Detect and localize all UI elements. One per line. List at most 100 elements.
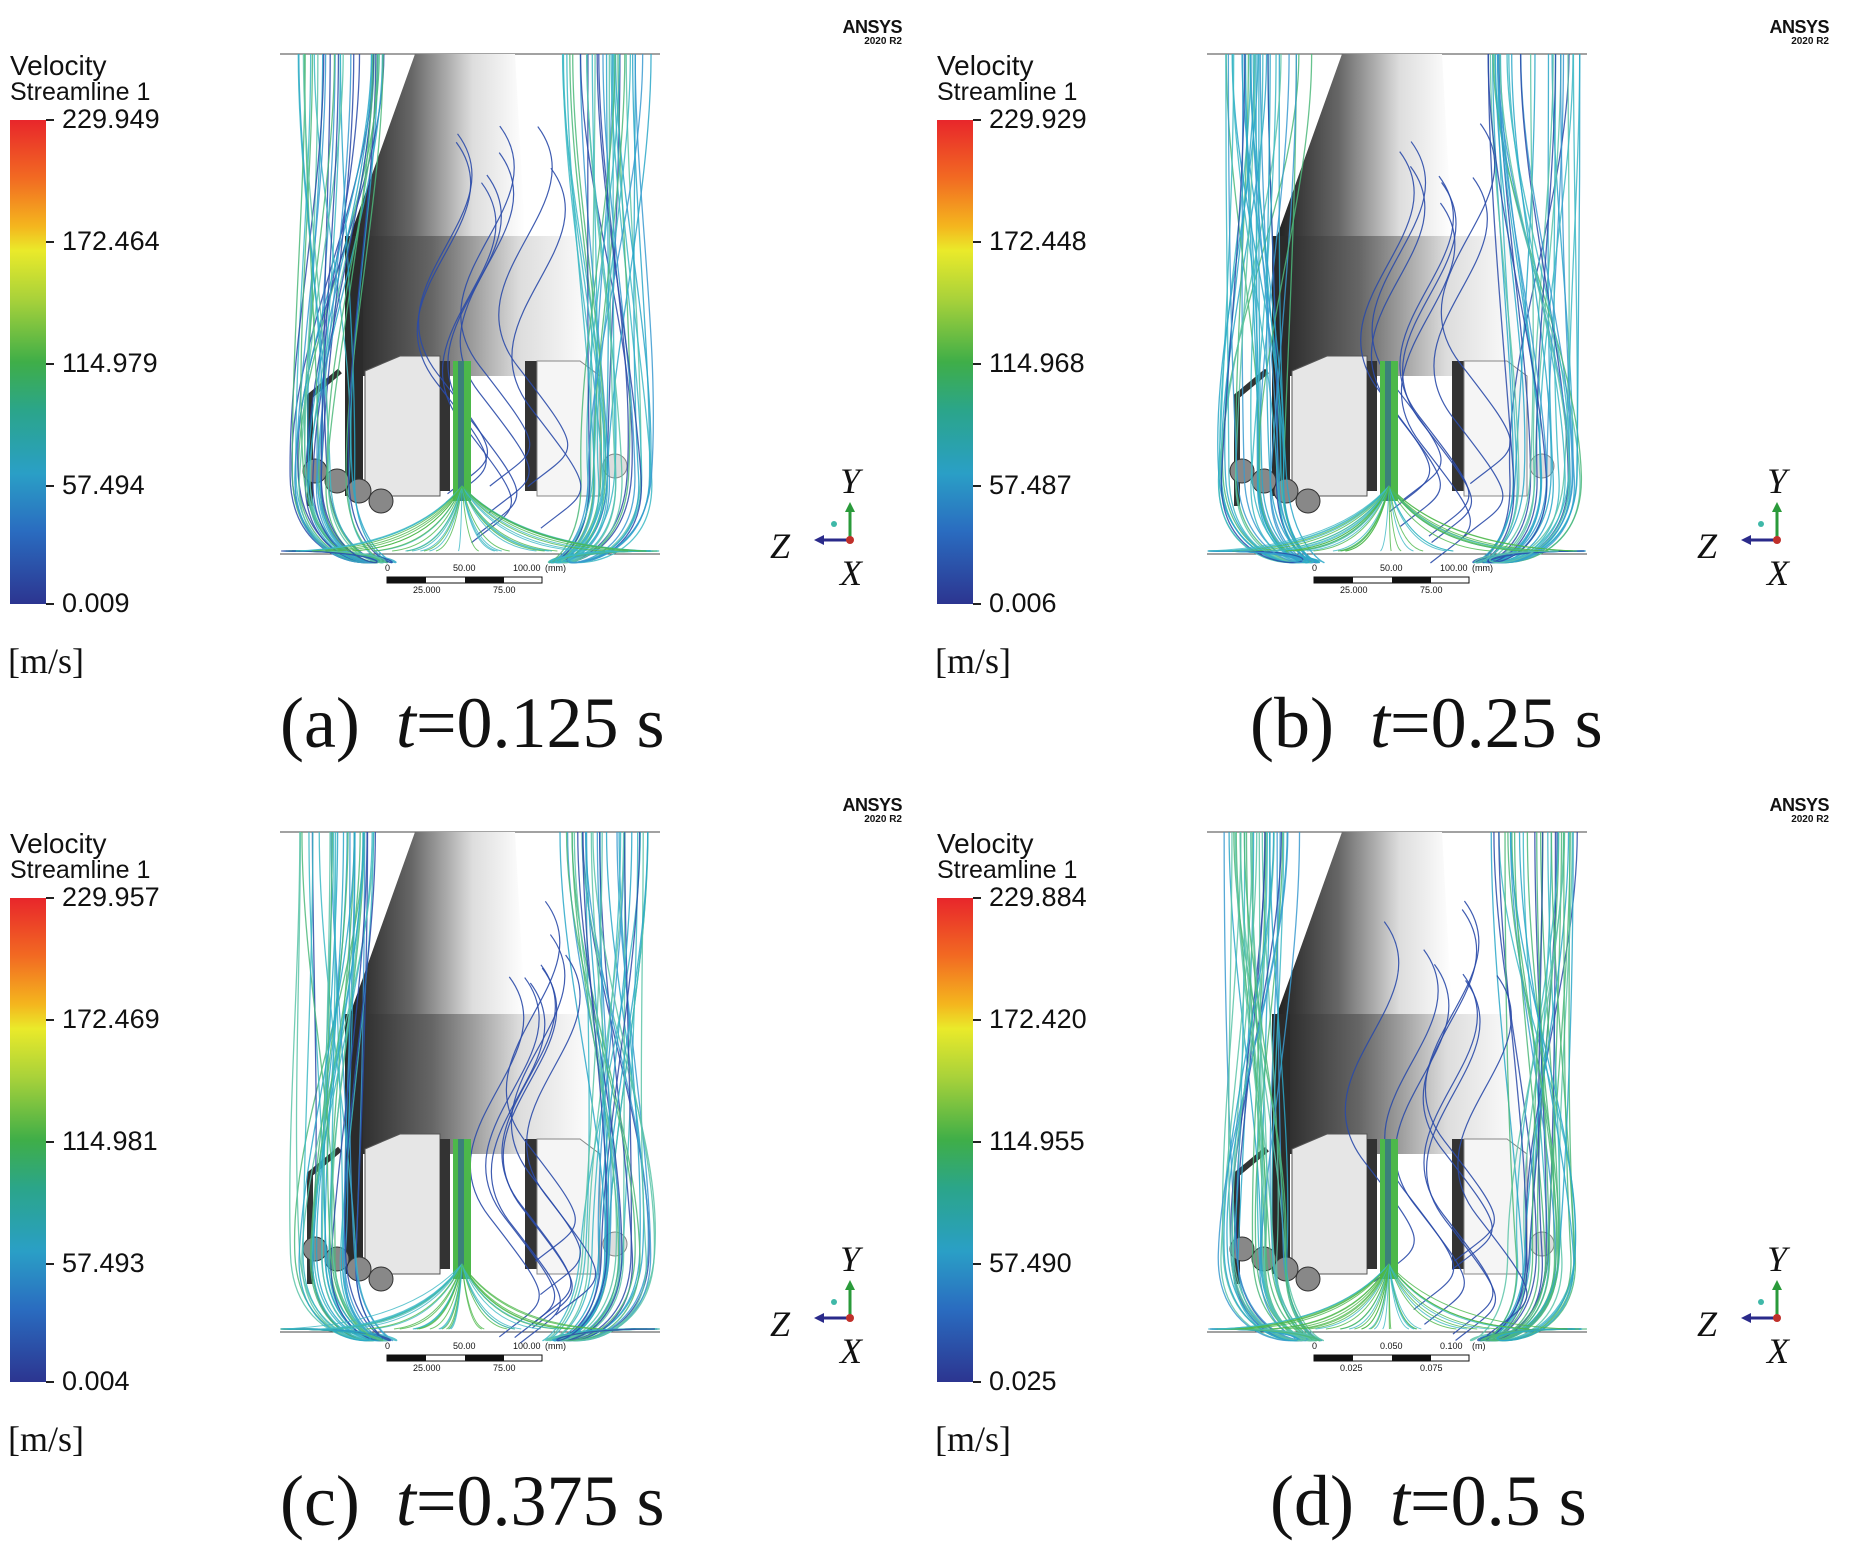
ansys-brand: ANSYS bbox=[1769, 795, 1829, 815]
axis-label-y: Y bbox=[1767, 461, 1788, 501]
legend-title: Velocity bbox=[10, 50, 107, 81]
velocity-colorbar bbox=[937, 898, 973, 1382]
scale-label: 50.00 bbox=[453, 563, 476, 573]
streamline-scene bbox=[270, 46, 670, 591]
caption-value: =0.25 s bbox=[1389, 683, 1603, 763]
colorbar-tick-label: 57.494 bbox=[62, 470, 145, 500]
ansys-logo: ANSYS 2020 R2 bbox=[1727, 18, 1829, 47]
figure-panel: Velocity Streamline 1 229.929 172.448 114.96… bbox=[927, 0, 1854, 778]
scale-label: 100.00 bbox=[1440, 563, 1468, 573]
colorbar-tick bbox=[973, 897, 981, 899]
caption-letter: (a) bbox=[280, 683, 360, 763]
colorbar-tick bbox=[973, 485, 981, 487]
colorbar-tick bbox=[46, 1141, 54, 1143]
scale-label: 0.025 bbox=[1340, 1363, 1363, 1373]
ansys-version: 2020 R2 bbox=[864, 814, 902, 825]
colorbar-tick bbox=[46, 363, 54, 365]
scale-label: 0.075 bbox=[1420, 1363, 1443, 1373]
colorbar-tick-label: 114.981 bbox=[62, 1126, 158, 1156]
scale-label: 0.050 bbox=[1380, 1341, 1403, 1351]
figure-panel: Velocity Streamline 1 229.957 172.469 114.98… bbox=[0, 778, 927, 1556]
scale-label: 0.100 bbox=[1440, 1341, 1463, 1351]
colorbar-tick-label: 114.979 bbox=[62, 348, 158, 378]
scale-label: 0 bbox=[385, 1341, 391, 1351]
panel-caption: (d) t=0.5 s bbox=[1270, 1460, 1587, 1543]
axis-label-x: X bbox=[1767, 553, 1789, 593]
velocity-colorbar bbox=[10, 898, 46, 1382]
colorbar-tick-label: 229.957 bbox=[62, 882, 160, 912]
streamline-scene bbox=[1197, 46, 1597, 591]
colorbar-tick-label: 172.464 bbox=[62, 226, 160, 256]
colorbar-tick-label: 172.420 bbox=[989, 1004, 1087, 1034]
colorbar-tick-label: 0.006 bbox=[989, 588, 1057, 618]
colorbar-tick-label: 0.004 bbox=[62, 1366, 130, 1396]
colorbar-tick-label: 172.469 bbox=[62, 1004, 160, 1034]
colorbar-tick-label: 229.949 bbox=[62, 104, 160, 134]
axis-label-x: X bbox=[840, 1331, 862, 1371]
legend-title: Velocity bbox=[10, 828, 107, 859]
caption-letter: (c) bbox=[280, 1461, 360, 1541]
scale-label: 75.00 bbox=[1420, 585, 1443, 595]
colorbar-tick bbox=[46, 485, 54, 487]
caption-value: =0.125 s bbox=[415, 683, 665, 763]
colorbar-tick bbox=[46, 1019, 54, 1021]
axis-label-y: Y bbox=[840, 461, 861, 501]
caption-variable: t bbox=[1389, 1461, 1410, 1541]
colorbar-tick-label: 114.968 bbox=[989, 348, 1085, 378]
legend-subtitle: Streamline 1 bbox=[10, 78, 151, 106]
scale-unit: (mm) bbox=[1472, 563, 1493, 573]
colorbar-tick bbox=[973, 363, 981, 365]
colorbar-tick-label: 229.884 bbox=[989, 882, 1087, 912]
ansys-logo: ANSYS 2020 R2 bbox=[800, 18, 902, 47]
velocity-colorbar bbox=[10, 120, 46, 604]
figure-panel: Velocity Streamline 1 229.884 172.420 114.95… bbox=[927, 778, 1854, 1556]
panel-caption: (b) t=0.25 s bbox=[1250, 682, 1603, 765]
axis-triad-icon bbox=[1737, 500, 1797, 565]
legend-unit: [m/s] bbox=[8, 1419, 84, 1459]
scale-label: 25.000 bbox=[413, 1363, 441, 1373]
ansys-logo: ANSYS 2020 R2 bbox=[1727, 796, 1829, 825]
ansys-brand: ANSYS bbox=[1769, 17, 1829, 37]
scale-bar: 0 50.00 100.00 (mm) 25.000 75.00 bbox=[1312, 563, 1493, 604]
colorbar-tick bbox=[46, 1381, 54, 1383]
colorbar-tick bbox=[46, 1263, 54, 1265]
caption-variable: t bbox=[395, 1461, 416, 1541]
panel-caption: (c) t=0.375 s bbox=[280, 1460, 665, 1543]
axis-triad-icon bbox=[810, 1278, 870, 1343]
colorbar-tick-label: 172.448 bbox=[989, 226, 1087, 256]
colorbar-tick bbox=[46, 897, 54, 899]
scale-bar: 0 0.050 0.100 (m) 0.025 0.075 bbox=[1312, 1341, 1486, 1382]
scale-label: 75.00 bbox=[493, 585, 516, 595]
colorbar-tick-label: 0.025 bbox=[989, 1366, 1057, 1396]
caption-letter: (d) bbox=[1270, 1461, 1354, 1541]
axis-triad-icon bbox=[810, 500, 870, 565]
colorbar-tick bbox=[973, 1141, 981, 1143]
scale-label: 75.00 bbox=[493, 1363, 516, 1373]
colorbar-tick-label: 114.955 bbox=[989, 1126, 1085, 1156]
caption-value: =0.375 s bbox=[415, 1461, 665, 1541]
scale-label: 50.00 bbox=[1380, 563, 1403, 573]
legend-unit: [m/s] bbox=[8, 641, 84, 681]
colorbar-tick-label: 57.487 bbox=[989, 470, 1072, 500]
ansys-brand: ANSYS bbox=[842, 17, 902, 37]
legend-unit: [m/s] bbox=[935, 641, 1011, 681]
colorbar-tick bbox=[973, 119, 981, 121]
axis-label-x: X bbox=[1767, 1331, 1789, 1371]
scale-unit: (m) bbox=[1472, 1341, 1486, 1351]
scale-label: 0 bbox=[385, 563, 391, 573]
legend-subtitle: Streamline 1 bbox=[10, 856, 151, 884]
colorbar-tick-label: 0.009 bbox=[62, 588, 130, 618]
colorbar-tick bbox=[46, 241, 54, 243]
colorbar-tick bbox=[46, 119, 54, 121]
colorbar-tick bbox=[973, 241, 981, 243]
ansys-version: 2020 R2 bbox=[864, 36, 902, 47]
legend-subtitle: Streamline 1 bbox=[937, 856, 1078, 884]
axis-label-z: Z bbox=[770, 526, 791, 566]
ansys-logo: ANSYS 2020 R2 bbox=[800, 796, 902, 825]
axis-label-z: Z bbox=[1697, 1304, 1718, 1344]
legend-unit: [m/s] bbox=[935, 1419, 1011, 1459]
scale-bar: 0 50.00 100.00 (mm) 25.000 75.00 bbox=[385, 563, 566, 604]
caption-letter: (b) bbox=[1250, 683, 1334, 763]
colorbar-tick bbox=[973, 603, 981, 605]
axis-label-y: Y bbox=[840, 1239, 861, 1279]
